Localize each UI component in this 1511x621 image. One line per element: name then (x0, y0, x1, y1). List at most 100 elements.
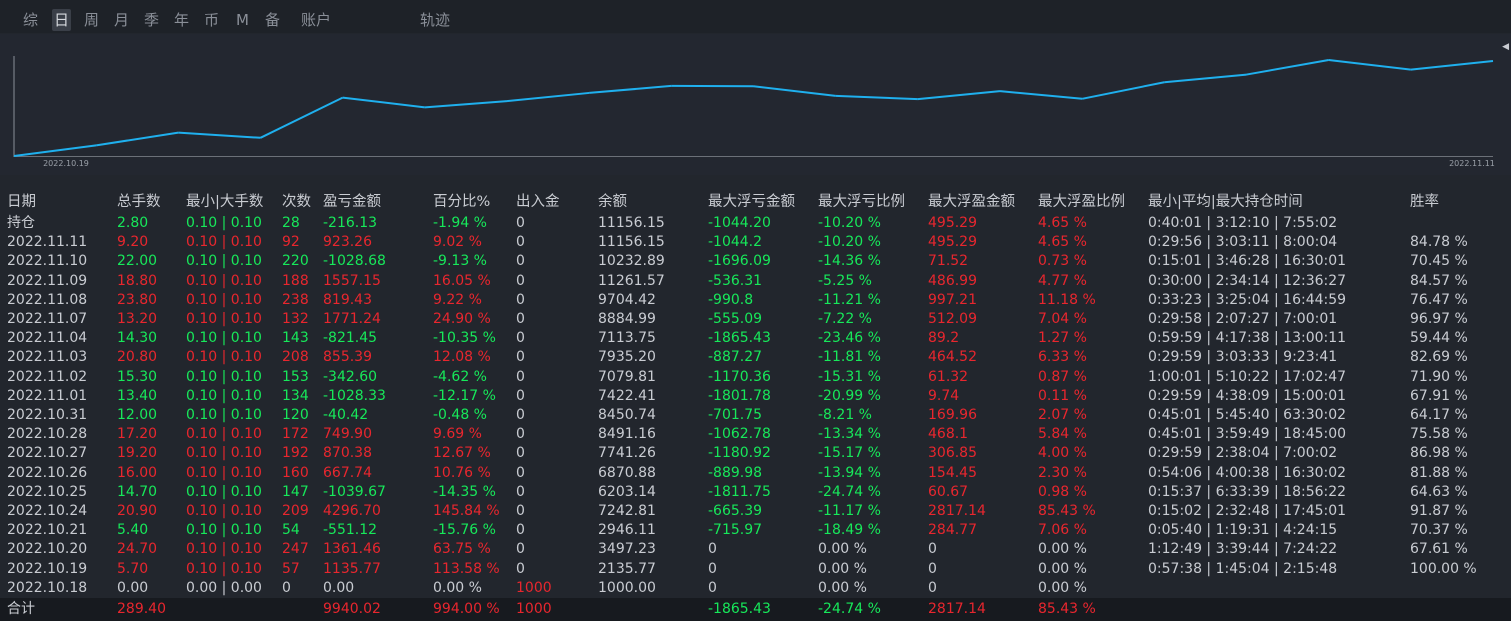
balance-line-segment (96, 131, 179, 147)
table-row[interactable]: 2022.11.11 9.20 0.10 | 0.10 92 923.26 9.02 % 0… (0, 233, 1511, 252)
cell-balance: 7079.81 (598, 368, 656, 385)
cell-date: 2022.11.11 (7, 234, 88, 251)
tab-year[interactable]: 年 (174, 11, 190, 29)
tab-account[interactable]: 账户 (301, 11, 332, 29)
header-deposit[interactable]: 出入金 (516, 194, 560, 210)
table-row[interactable]: 2022.11.09 18.80 0.10 | 0.10 188 1557.15 16.0… (0, 272, 1511, 291)
cell-date: 2022.10.25 (7, 483, 88, 500)
table-row[interactable]: 2022.11.04 14.30 0.10 | 0.10 143 -821.45 -10.… (0, 329, 1511, 348)
table-row[interactable]: 2022.10.24 20.90 0.10 | 0.10 209 4296.70 145.… (0, 502, 1511, 521)
tab-backup[interactable]: 备 (265, 11, 281, 29)
cell-percent: 24.90 % (433, 311, 491, 327)
cell-min-max-lots: 0.10 | 0.10 (186, 368, 262, 385)
table-row[interactable]: 2022.10.26 16.00 0.10 | 0.10 160 667.74 10.76… (0, 464, 1511, 483)
cell-hold-time: 0:30:00 | 2:34:14 | 12:36:27 (1148, 272, 1347, 289)
header-trade-count[interactable]: 次数 (282, 194, 311, 210)
cell-date: 2022.10.18 (7, 579, 88, 596)
cell-max-float-profit-ratio: 4.77 % (1038, 272, 1087, 289)
cell-profit-amount: 749.90 (323, 426, 372, 443)
cell-max-float-profit-ratio: 0.00 % (1038, 560, 1087, 577)
header-total-lots[interactable]: 总手数 (117, 194, 161, 210)
cell-max-float-loss: -665.39 (708, 503, 763, 519)
cell-trade-count: 132 (282, 311, 309, 327)
cell-max-float-loss: 0 (708, 541, 717, 558)
cell-profit-amount: 1771.24 (323, 311, 381, 327)
header-profit-amount[interactable]: 盈亏金额 (323, 194, 381, 210)
cell-max-float-loss: 0 (708, 579, 717, 596)
cell-balance: 2946.11 (598, 522, 656, 539)
table-row[interactable]: 2022.10.21 5.40 0.10 | 0.10 54 -551.12 -15.76… (0, 521, 1511, 540)
header-win-rate[interactable]: 胜率 (1410, 194, 1439, 210)
table-row[interactable]: 2022.10.20 24.70 0.10 | 0.10 247 1361.46 63.7… (0, 540, 1511, 559)
table-row[interactable]: 2022.11.03 20.80 0.10 | 0.10 208 855.39 12.08… (0, 348, 1511, 367)
cell-total-lots: 17.20 (117, 426, 158, 443)
tab-season[interactable]: 季 (144, 11, 160, 29)
cell-max-float-loss-ratio: -24.74 % (818, 483, 881, 500)
header-max-float-profit[interactable]: 最大浮盈金额 (928, 194, 1015, 210)
table-row[interactable]: 2022.10.18 0.00 0.00 | 0.00 0 0.00 0.00 % 1000… (0, 579, 1511, 598)
table-row[interactable]: 2022.10.31 12.00 0.10 | 0.10 120 -40.42 -0.48… (0, 406, 1511, 425)
cell-hold-time: 0:15:02 | 2:32:48 | 17:45:01 (1148, 503, 1347, 519)
cell-min-max-lots: 0.10 | 0.10 (186, 215, 262, 231)
cell-hold-time: 0:45:01 | 5:45:40 | 63:30:02 (1148, 407, 1347, 423)
x-tick-label: 2022.11.11 (1449, 159, 1495, 168)
table-row[interactable]: 2022.11.02 15.30 0.10 | 0.10 153 -342.60 -4.6… (0, 368, 1511, 387)
header-hold-time[interactable]: 最小|平均|最大持仓时间 (1148, 194, 1303, 210)
table-row[interactable]: 2022.11.08 23.80 0.10 | 0.10 238 819.43 9.22 … (0, 291, 1511, 310)
header-max-float-loss-ratio[interactable]: 最大浮亏比例 (818, 194, 905, 210)
open-positions-row[interactable]: 持仓 2.80 0.10 | 0.10 28 -216.13 -1.94 % 0 11156.… (0, 214, 1511, 233)
cell-hold-time: 0:33:23 | 3:25:04 | 16:44:59 (1148, 291, 1347, 308)
table-row[interactable]: 2022.10.19 5.70 0.10 | 0.10 57 1135.77 113.58… (0, 560, 1511, 579)
cell-trade-count: 120 (282, 407, 309, 423)
tab-currency[interactable]: 币 (204, 11, 220, 29)
cell-balance: 9704.42 (598, 291, 656, 308)
cell-max-float-profit: 71.52 (928, 253, 969, 270)
table-row[interactable]: 2022.11.01 13.40 0.10 | 0.10 134 -1028.33 -12… (0, 387, 1511, 406)
cell-max-float-loss-ratio: -7.22 % (818, 311, 872, 327)
cell-max-float-profit: 2817.14 (928, 503, 986, 519)
header-date[interactable]: 日期 (7, 194, 36, 210)
cell-max-float-loss-ratio: -10.20 % (818, 234, 881, 251)
cell-min-max-lots: 0.10 | 0.10 (186, 311, 262, 327)
header-balance[interactable]: 余额 (598, 194, 627, 210)
cell-win-rate: 75.58 % (1410, 426, 1468, 443)
balance-line-segment (1410, 59, 1494, 71)
cell-deposit: 0 (516, 503, 525, 519)
cell-min-max-lots: 0.10 | 0.10 (186, 349, 262, 366)
cell-hold-time: 1:00:01 | 5:10:22 | 17:02:47 (1148, 368, 1347, 385)
cell-trade-count: 208 (282, 349, 309, 366)
tab-track[interactable]: 轨迹 (420, 11, 451, 29)
table-row[interactable]: 2022.10.25 14.70 0.10 | 0.10 147 -1039.67 -14… (0, 483, 1511, 502)
cell-balance: 10232.89 (598, 253, 665, 270)
cell-min-max-lots: 0.10 | 0.10 (186, 291, 262, 308)
cell-percent: -10.35 % (433, 330, 496, 347)
cell-date: 2022.10.28 (7, 426, 88, 443)
tab-summary[interactable]: 综 (23, 11, 39, 29)
cell-balance: 8491.16 (598, 426, 656, 443)
table-row[interactable]: 2022.10.28 17.20 0.10 | 0.10 172 749.90 9.69 … (0, 425, 1511, 444)
cell-date: 2022.10.27 (7, 445, 88, 462)
header-min-max-lots[interactable]: 最小|大手数 (186, 194, 264, 210)
cell-trade-count: 220 (282, 253, 309, 270)
tab-week[interactable]: 周 (84, 11, 100, 29)
table-row[interactable]: 2022.10.27 19.20 0.10 | 0.10 192 870.38 12.67… (0, 444, 1511, 463)
header-percent[interactable]: 百分比% (433, 194, 491, 210)
cell-win-rate: 91.87 % (1410, 503, 1468, 519)
header-max-float-loss[interactable]: 最大浮亏金额 (708, 194, 795, 210)
cell-percent: -1.94 % (433, 215, 487, 231)
cell-total-lots: 13.40 (117, 387, 158, 404)
cell-profit-amount: 1135.77 (323, 560, 381, 577)
cell-profit-amount: -551.12 (323, 522, 378, 539)
cell-date: 2022.10.31 (7, 407, 88, 423)
tab-m[interactable]: M (236, 11, 249, 29)
cell-win-rate: 71.90 % (1410, 368, 1468, 385)
collapse-arrow-icon[interactable]: ◀ (1502, 42, 1509, 52)
table-row[interactable]: 2022.11.07 13.20 0.10 | 0.10 132 1771.24 24.9… (0, 310, 1511, 329)
cell-trade-count: 143 (282, 330, 309, 347)
cell-win-rate: 81.88 % (1410, 464, 1468, 481)
tab-month[interactable]: 月 (114, 11, 130, 29)
table-row[interactable]: 2022.11.10 22.00 0.10 | 0.10 220 -1028.68 -9.… (0, 252, 1511, 271)
tab-day[interactable]: 日 (52, 9, 72, 31)
header-max-float-profit-ratio[interactable]: 最大浮盈比例 (1038, 194, 1125, 210)
cell-max-float-profit: 0 (928, 579, 937, 596)
